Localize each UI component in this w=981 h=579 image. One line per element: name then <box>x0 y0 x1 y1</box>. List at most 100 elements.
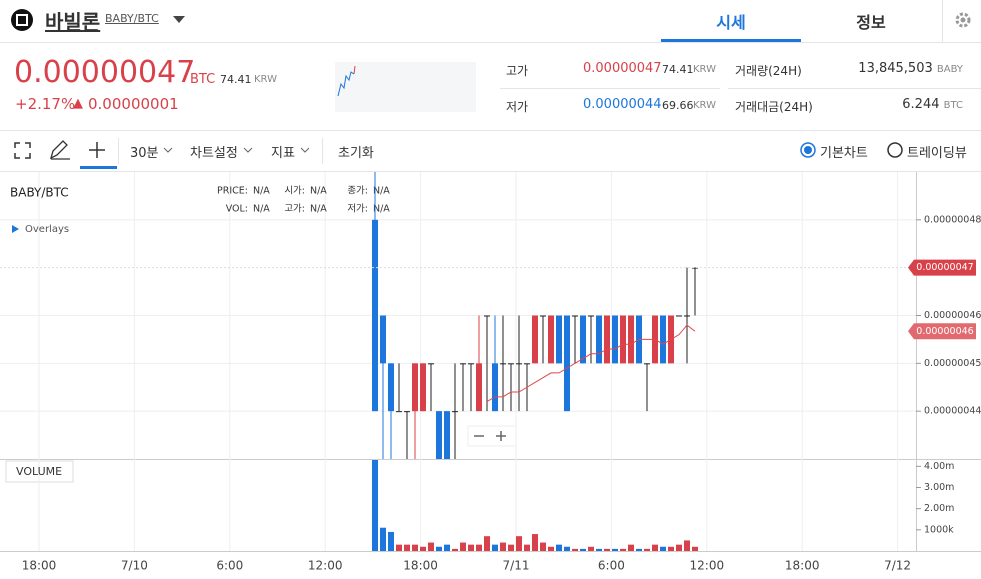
fullscreen-icon[interactable] <box>14 142 31 159</box>
candle-body <box>380 315 386 364</box>
divider <box>500 88 720 89</box>
volume-bar <box>428 542 434 551</box>
price-tag-label: 0.00000046 <box>916 326 973 337</box>
volume-bar <box>676 544 682 551</box>
volume-bar <box>540 542 546 551</box>
volume-bar <box>556 544 562 551</box>
stat-label: 저가 <box>506 100 529 114</box>
volume-bar <box>372 460 378 551</box>
chart-type[interactable]: 기본차트 <box>820 146 868 161</box>
candle-body <box>620 315 626 364</box>
volume-bar <box>628 544 634 551</box>
time-label: 6:00 <box>216 559 243 573</box>
legend-label: 저가: <box>347 204 368 215</box>
legend-label: 종가: <box>347 186 368 197</box>
candle-body <box>684 315 690 317</box>
time-label: 12:00 <box>308 559 343 573</box>
volume-bar <box>420 546 426 551</box>
volume-bar <box>412 544 418 551</box>
sparkline <box>337 71 355 97</box>
stat-krw: 74.41 <box>662 63 694 76</box>
volume-bar <box>588 546 594 551</box>
chart-settings[interactable]: 차트설정 <box>190 146 238 161</box>
volume-label: VOLUME <box>16 465 62 478</box>
time-label: 7/12 <box>884 559 911 573</box>
change-pct: +2.17% <box>15 95 76 113</box>
coin-name[interactable]: 바빌론 <box>45 10 101 34</box>
pencil-icon[interactable] <box>49 140 70 160</box>
tool-underline <box>80 166 117 169</box>
candle-body <box>420 363 426 412</box>
interval[interactable]: 30분 <box>130 146 159 161</box>
price-tag <box>908 323 976 340</box>
sparkline-up <box>353 65 356 75</box>
volume-bar <box>612 548 618 551</box>
stat-unit: KRW <box>693 100 716 111</box>
stat-krw: 69.66 <box>662 99 694 112</box>
candle-body <box>388 363 394 412</box>
divider <box>0 130 981 131</box>
tab[interactable]: 시세 <box>716 13 746 32</box>
stat-unit: KRW <box>693 64 716 75</box>
reset[interactable]: 초기화 <box>338 146 374 161</box>
candle-body <box>596 315 602 364</box>
y-tick-label: 0.00000048 <box>924 214 981 225</box>
volume-tick-label: 1000k <box>924 524 954 535</box>
indicator[interactable]: 지표 <box>271 146 295 161</box>
time-label: 12:00 <box>690 559 725 573</box>
change-arrow: ▲ <box>73 96 83 111</box>
volume-bar <box>396 544 402 551</box>
volume-bar <box>500 542 506 551</box>
candle-body <box>676 315 682 317</box>
candle-body <box>644 363 650 365</box>
change: 0.00000001 <box>88 95 179 113</box>
legend-label: VOL: <box>226 204 248 215</box>
volume-bar <box>388 531 394 551</box>
volume-bar <box>452 548 458 551</box>
volume-bar <box>492 544 498 551</box>
radio[interactable] <box>887 142 903 158</box>
candle-body <box>492 363 498 412</box>
candle-body <box>612 315 618 364</box>
stat-label: 고가 <box>506 64 529 78</box>
candle-body <box>556 315 562 364</box>
divider <box>0 42 981 43</box>
legend-value: N/A <box>373 204 390 215</box>
stat-value-text: 6.244 <box>902 97 940 112</box>
time-label: 18:00 <box>785 559 820 573</box>
settings-icon[interactable] <box>955 12 971 28</box>
legend-value: N/A <box>310 204 327 215</box>
volume-bar <box>524 544 530 551</box>
divider <box>118 138 119 164</box>
tab[interactable]: 정보 <box>856 13 886 32</box>
price-tag-label: 0.00000047 <box>916 262 973 273</box>
pair[interactable]: BABY/BTC <box>105 12 159 25</box>
crosshair-icon[interactable] <box>89 142 105 158</box>
candle-body <box>468 363 474 365</box>
chart-type[interactable]: 트레이딩뷰 <box>907 146 967 161</box>
volume-bar <box>460 542 466 551</box>
candle-body <box>444 411 450 459</box>
stat-value: 13,845,503 BABY <box>858 61 963 76</box>
volume-bar <box>572 548 578 551</box>
candle-body <box>580 315 586 364</box>
y-tick-label: 0.00000044 <box>924 406 981 417</box>
volume-bar <box>660 546 666 551</box>
candle-body <box>692 267 698 269</box>
legend-label: PRICE: <box>217 186 248 197</box>
candle-body <box>564 315 570 412</box>
time-label: 18:00 <box>22 559 57 573</box>
overlays-arrow[interactable] <box>12 225 19 233</box>
candle-body <box>452 411 458 413</box>
stat-label: 거래량(24H) <box>735 64 802 78</box>
dropdown-arrow[interactable] <box>173 16 185 23</box>
volume-tick-label: 2.00m <box>924 503 954 514</box>
volume-bar <box>484 536 490 551</box>
volume-bar <box>620 548 626 551</box>
zoom-buttons[interactable] <box>474 431 506 441</box>
legend-value: N/A <box>253 204 270 215</box>
overlays: Overlays <box>25 224 69 235</box>
volume-bar <box>668 546 674 551</box>
